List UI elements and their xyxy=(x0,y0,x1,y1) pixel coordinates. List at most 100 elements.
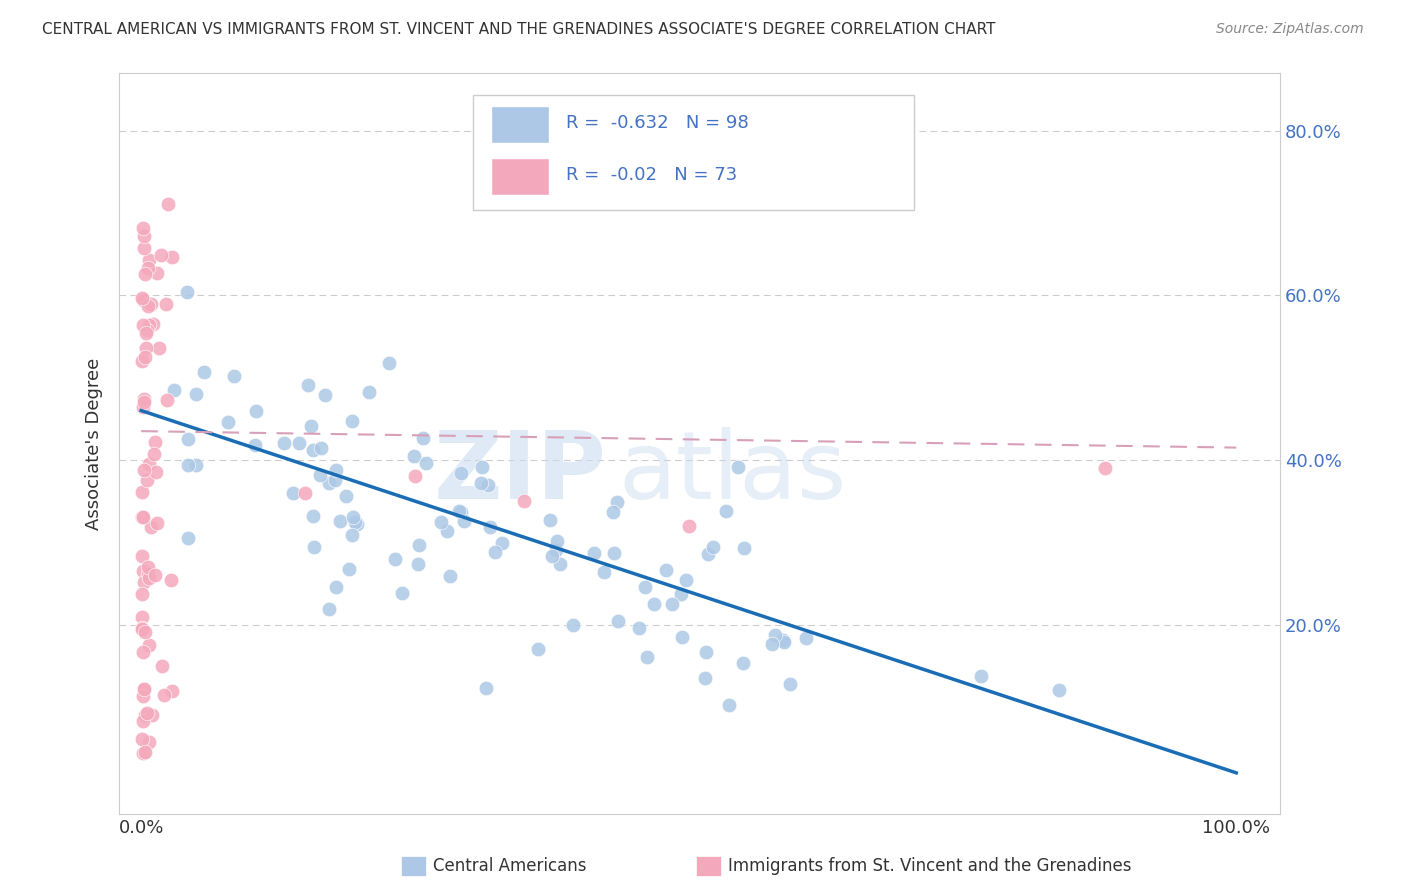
Point xyxy=(450,505,472,519)
Point xyxy=(138,638,160,652)
Point xyxy=(484,545,506,559)
Text: Central Americans: Central Americans xyxy=(433,857,586,875)
Point xyxy=(384,552,406,566)
Point xyxy=(131,609,153,624)
Point xyxy=(145,465,167,479)
Point xyxy=(314,388,336,402)
Point xyxy=(184,387,207,401)
Point xyxy=(134,241,156,255)
Point xyxy=(143,435,166,450)
Point xyxy=(184,458,207,472)
Point xyxy=(325,580,347,594)
Point xyxy=(761,637,783,651)
Point xyxy=(602,505,624,519)
Point xyxy=(733,541,755,556)
Point xyxy=(772,633,794,648)
Point xyxy=(404,469,426,483)
Point xyxy=(325,463,347,477)
Point xyxy=(675,573,697,587)
Point xyxy=(132,228,155,243)
Point xyxy=(643,597,665,611)
Point xyxy=(136,560,159,574)
Point xyxy=(135,341,157,355)
Point xyxy=(160,250,183,264)
Point xyxy=(156,197,179,211)
Point xyxy=(224,369,246,384)
Point xyxy=(318,475,340,490)
Point xyxy=(176,285,198,299)
Point xyxy=(1047,683,1070,698)
Point xyxy=(134,682,156,697)
Point xyxy=(136,567,159,582)
Point xyxy=(606,495,628,509)
Point xyxy=(794,631,817,645)
Point xyxy=(678,518,700,533)
Point xyxy=(136,473,159,487)
Point xyxy=(163,383,186,397)
Point xyxy=(152,688,174,702)
Point xyxy=(696,547,718,561)
Point xyxy=(408,558,430,572)
Point xyxy=(132,401,155,415)
Point xyxy=(131,731,153,746)
Point xyxy=(131,510,153,524)
Point xyxy=(733,656,755,670)
Point xyxy=(671,631,693,645)
Point xyxy=(378,355,401,369)
Point xyxy=(136,261,159,276)
Point xyxy=(603,546,626,560)
Point xyxy=(343,515,366,529)
Point xyxy=(329,514,352,528)
Point xyxy=(281,486,304,500)
Point xyxy=(491,536,513,550)
Point xyxy=(474,681,496,696)
Point xyxy=(138,457,160,471)
Point xyxy=(131,622,153,636)
Point xyxy=(561,618,583,632)
Point xyxy=(132,463,155,477)
Point xyxy=(335,489,357,503)
Point xyxy=(593,565,616,579)
Point xyxy=(718,698,741,713)
Point xyxy=(156,392,179,407)
Point xyxy=(342,509,364,524)
Point xyxy=(159,574,181,588)
Point xyxy=(131,291,153,305)
Point xyxy=(132,510,155,524)
Point xyxy=(142,317,165,331)
Point xyxy=(294,486,316,500)
Point xyxy=(669,587,692,601)
Point xyxy=(582,545,605,559)
Point xyxy=(131,549,153,563)
Point xyxy=(136,706,159,721)
Point xyxy=(177,458,200,472)
Point xyxy=(636,650,658,665)
Point xyxy=(135,326,157,341)
Point xyxy=(346,516,368,531)
Point xyxy=(970,669,993,683)
Point xyxy=(540,549,562,564)
Point xyxy=(527,642,550,657)
Point xyxy=(471,460,494,475)
Point xyxy=(727,460,749,475)
Point xyxy=(402,449,425,463)
Point xyxy=(131,353,153,368)
Point xyxy=(288,435,311,450)
Point xyxy=(304,541,326,555)
Point xyxy=(391,585,413,599)
Point xyxy=(134,394,156,409)
Point xyxy=(134,746,156,760)
Point xyxy=(160,684,183,698)
Point xyxy=(309,441,332,455)
Point xyxy=(546,533,568,548)
Point xyxy=(138,571,160,585)
Point xyxy=(412,432,434,446)
Point xyxy=(155,297,177,311)
Point xyxy=(439,569,461,583)
Y-axis label: Associate's Degree: Associate's Degree xyxy=(86,358,103,530)
Point xyxy=(138,318,160,332)
Point xyxy=(654,563,676,577)
Text: Immigrants from St. Vincent and the Grenadines: Immigrants from St. Vincent and the Gren… xyxy=(728,857,1132,875)
Point xyxy=(763,628,786,642)
Point xyxy=(134,625,156,640)
